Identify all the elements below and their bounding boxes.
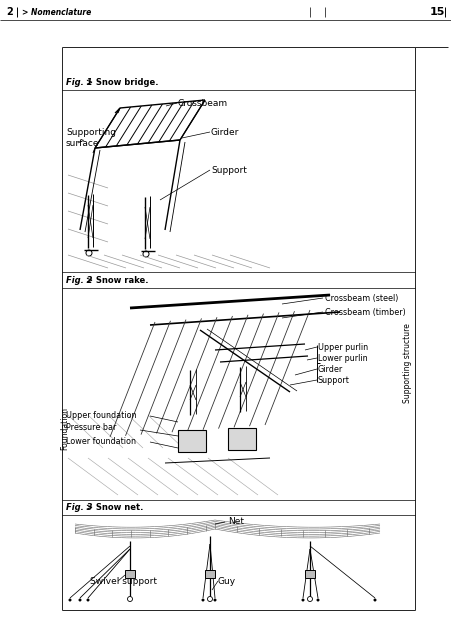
Text: Swivel support: Swivel support (90, 577, 156, 586)
Circle shape (213, 598, 216, 602)
Text: Girder: Girder (318, 365, 342, 374)
Text: Upper purlin: Upper purlin (318, 342, 367, 351)
Text: > Snow bridge.: > Snow bridge. (86, 77, 158, 86)
Text: > Nomenclature: > Nomenclature (22, 8, 91, 17)
Text: Girder: Girder (211, 127, 239, 136)
Circle shape (86, 598, 89, 602)
Text: Crossbeam: Crossbeam (178, 99, 228, 108)
FancyBboxPatch shape (205, 570, 215, 578)
Text: Lower foundation: Lower foundation (66, 436, 136, 445)
FancyBboxPatch shape (178, 430, 206, 452)
Text: Upper foundation: Upper foundation (66, 410, 136, 419)
Text: Fig. 1: Fig. 1 (66, 77, 92, 86)
Circle shape (373, 598, 376, 602)
Text: Pressure bar: Pressure bar (66, 424, 116, 433)
Text: Supporting
surface: Supporting surface (66, 128, 116, 148)
Circle shape (316, 598, 319, 602)
Circle shape (78, 598, 81, 602)
Text: Crossbeam (timber): Crossbeam (timber) (324, 307, 405, 317)
Text: Fig. 3: Fig. 3 (66, 502, 92, 511)
Text: Support: Support (211, 166, 246, 175)
Circle shape (301, 598, 304, 602)
Text: Guy: Guy (217, 577, 235, 586)
FancyBboxPatch shape (227, 428, 255, 450)
FancyBboxPatch shape (125, 570, 135, 578)
Text: Lower purlin: Lower purlin (318, 353, 367, 362)
Text: > Snow rake.: > Snow rake. (86, 275, 148, 285)
Text: > Snow net.: > Snow net. (86, 502, 143, 511)
FancyBboxPatch shape (304, 570, 314, 578)
Text: Supporting structure: Supporting structure (403, 323, 412, 403)
Text: Foundation: Foundation (60, 406, 69, 449)
Text: Fig. 2: Fig. 2 (66, 275, 92, 285)
Circle shape (69, 598, 71, 602)
Text: Net: Net (227, 516, 244, 525)
Circle shape (201, 598, 204, 602)
Text: Support: Support (318, 376, 349, 385)
Text: 15: 15 (429, 7, 444, 17)
Text: Crossbeam (steel): Crossbeam (steel) (324, 294, 397, 303)
Text: 2: 2 (6, 7, 13, 17)
